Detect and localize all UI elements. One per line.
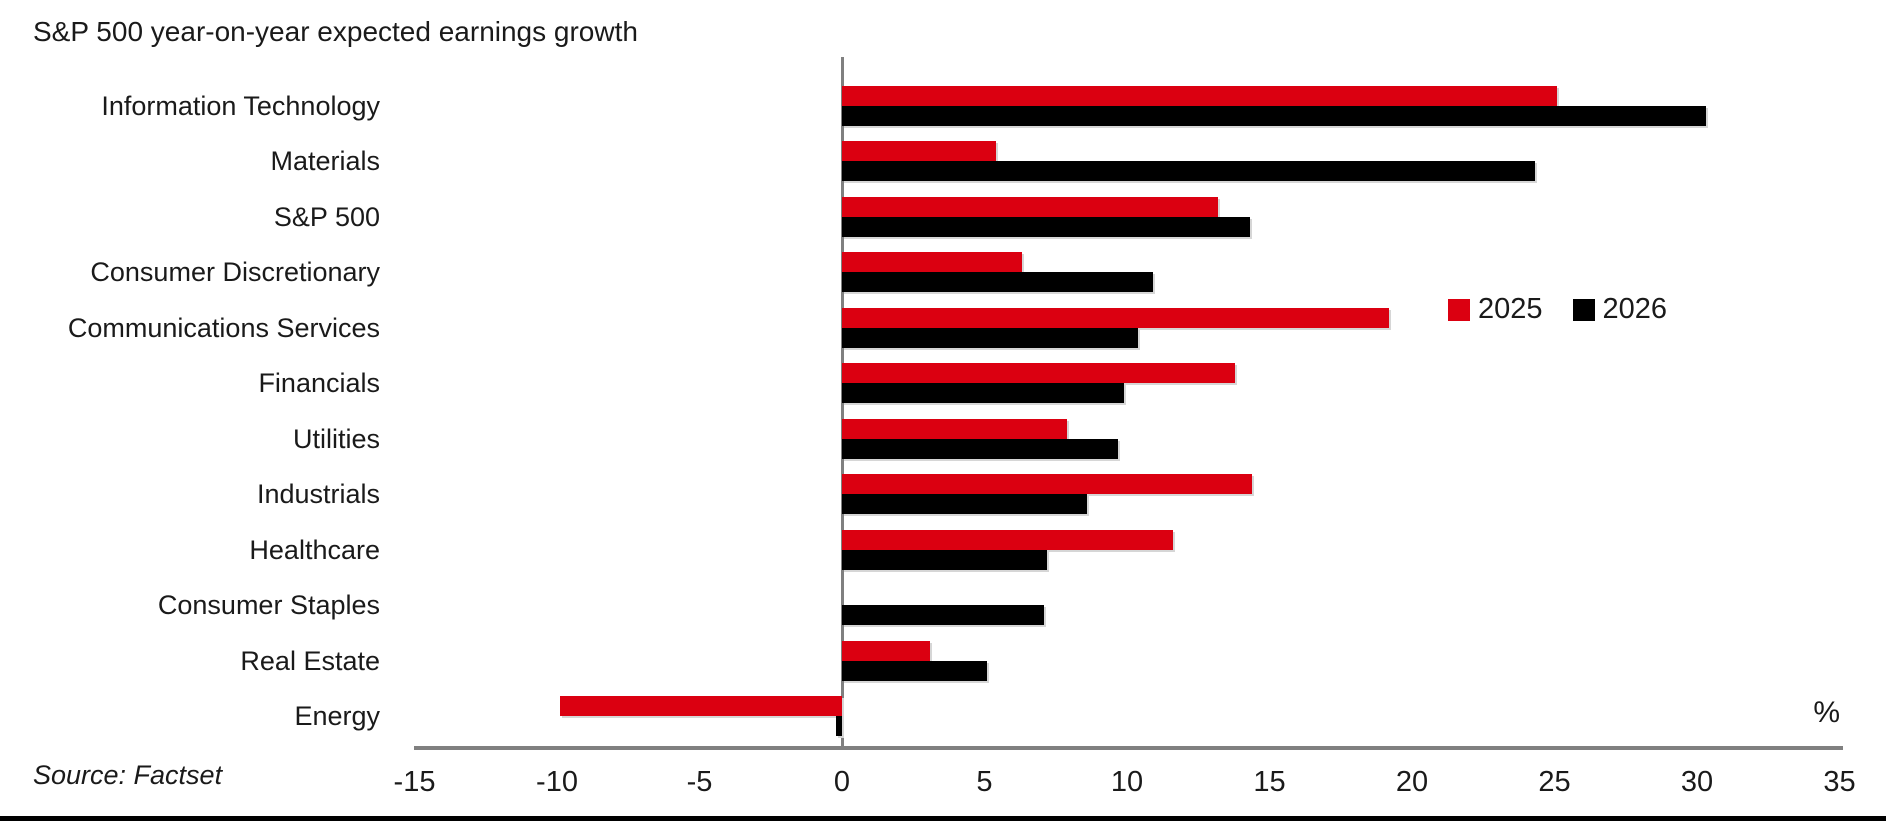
x-tick-label: 25 [1538, 766, 1571, 798]
bar-2025 [842, 307, 1390, 328]
legend-label-2026: 2026 [1602, 293, 1668, 325]
bar-2026 [842, 105, 1706, 126]
legend-swatch-2025 [1448, 298, 1470, 321]
bar-2026 [842, 161, 1535, 181]
x-tick-label: 0 [833, 766, 851, 798]
bar-2026 [836, 716, 842, 736]
bar-2025 [559, 696, 842, 716]
legend-label-2025: 2025 [1478, 293, 1543, 325]
x-tick-label: -10 [536, 766, 578, 798]
category-label: Information Technology [101, 90, 380, 121]
category-label: Communications Services [67, 312, 380, 343]
category-label: Materials [270, 146, 380, 176]
chart-title: S&P 500 year-on-year expected earnings g… [33, 16, 638, 47]
category-label: Utilities [292, 423, 380, 454]
bar-2026 [842, 660, 988, 681]
category-label: Consumer Discretionary [90, 257, 380, 287]
bar-2025 [842, 529, 1173, 550]
bar-2025 [842, 640, 931, 661]
bar-2026 [842, 216, 1250, 237]
bar-2026 [842, 272, 1153, 292]
bar-2025 [842, 252, 1022, 272]
category-label: Financials [258, 368, 380, 398]
category-label: Industrials [256, 479, 380, 509]
bar-2025 [842, 196, 1219, 217]
bar-2025 [842, 418, 1068, 439]
legend-item-2025: 2025 [1448, 293, 1543, 326]
category-label: S&P 500 [273, 201, 380, 232]
x-axis-unit-label: % [1813, 696, 1840, 729]
bar-2026 [842, 383, 1125, 403]
legend-item-2026: 2026 [1572, 293, 1668, 326]
source-note: Source: Factset [33, 760, 223, 790]
bar-2026 [842, 494, 1088, 514]
category-label: Energy [294, 701, 380, 731]
x-tick-label: 10 [1110, 766, 1144, 798]
x-tick-label: 15 [1253, 766, 1286, 798]
x-tick-label: 5 [976, 766, 993, 798]
x-tick-label: 30 [1680, 766, 1714, 798]
bar-2026 [842, 438, 1119, 459]
bar-2025 [842, 85, 1558, 106]
bar-2026 [842, 549, 1048, 570]
x-tick-label: 35 [1823, 766, 1856, 798]
bottom-divider [0, 816, 1886, 821]
bar-2025 [842, 363, 1236, 383]
bar-2026 [842, 327, 1139, 348]
bar-2025 [842, 474, 1253, 494]
x-axis-line [414, 746, 1843, 750]
bar-2025 [842, 141, 996, 161]
category-label: Consumer Staples [157, 590, 380, 620]
legend-swatch-2026 [1572, 298, 1595, 321]
bar-2026 [842, 605, 1045, 625]
x-tick-label: -5 [686, 766, 713, 798]
legend: 2025 2026 [1448, 293, 1667, 326]
x-tick-label: 20 [1395, 766, 1429, 798]
category-label: Real Estate [240, 645, 380, 676]
x-tick-label: -15 [393, 766, 436, 798]
category-label: Healthcare [249, 534, 380, 565]
